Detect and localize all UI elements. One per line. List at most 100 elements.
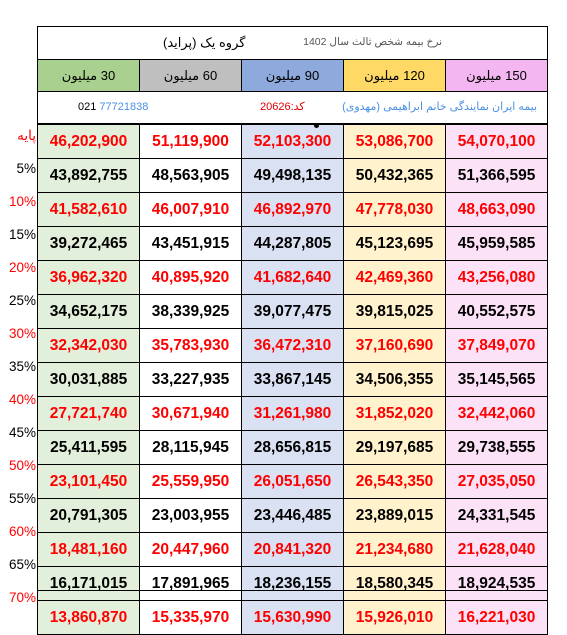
table-row: 30,031,885 33,227,935 33,867,145 34,506,355…: [37, 362, 549, 397]
table-cell: 43,451,915: [139, 226, 242, 261]
table-cell: 47,778,030: [343, 192, 446, 227]
table-row: 27,721,740 30,671,940 31,261,980 31,852,020…: [37, 396, 549, 431]
table-cell: 43,256,080: [444, 260, 549, 295]
table-cell: 54,070,100: [444, 123, 549, 159]
table-cell: 18,481,160: [37, 532, 140, 567]
table-cell: 28,115,945: [139, 430, 242, 465]
table-cell: 32,442,060: [444, 396, 549, 431]
table-cell: 18,924,535: [444, 566, 549, 601]
row-label: 30%: [8, 326, 36, 341]
table-cell: 38,339,925: [139, 294, 242, 329]
table-cell: 36,962,320: [37, 260, 140, 295]
table-cell: 24,331,545: [444, 498, 549, 533]
row-label: 25%: [8, 293, 36, 308]
table-cell: 23,889,015: [343, 498, 446, 533]
table-cell: 40,552,575: [444, 294, 549, 329]
table-cell: 16,221,030: [444, 600, 549, 635]
table-cell: 32,342,030: [37, 328, 140, 363]
bullet-mark: [314, 123, 319, 128]
table-cell: 13,860,870: [37, 600, 140, 635]
table-cell: 52,103,300: [241, 123, 344, 159]
row-label: 70%: [8, 590, 36, 605]
table-cell: 34,506,355: [343, 362, 446, 397]
table-cell: 26,543,350: [343, 464, 446, 499]
table-cell: 36,472,310: [241, 328, 344, 363]
row-label: 20%: [8, 260, 36, 275]
table-cell: 53,086,700: [343, 123, 446, 159]
table-cell: 28,656,815: [241, 430, 344, 465]
column-header-60: 60 میلیون: [139, 59, 242, 92]
rate-sheet: گروه یک (پراید) نرخ بیمه شخص ثالث سال 14…: [8, 26, 549, 635]
table-cell: 18,236,155: [241, 566, 344, 601]
row-label: 60%: [8, 524, 36, 539]
rate-note: نرخ بیمه شخص ثالث سال 1402: [303, 36, 443, 48]
table-cell: 26,051,650: [241, 464, 344, 499]
table-cell: 27,721,740: [37, 396, 140, 431]
row-label: 40%: [8, 392, 36, 407]
row-label: 35%: [8, 359, 36, 374]
table-cell: 23,003,955: [139, 498, 242, 533]
table-cell: 33,227,935: [139, 362, 242, 397]
table-cell: 35,783,930: [139, 328, 242, 363]
rate-rows: 46,202,900 51,119,900 52,103,300 53,086,700…: [37, 123, 549, 635]
table-cell: 41,682,640: [241, 260, 344, 295]
table-row: 39,272,465 43,451,915 44,287,805 45,123,695…: [37, 226, 549, 261]
row-label: 10%: [8, 194, 36, 209]
table-cell: 29,197,685: [343, 430, 446, 465]
title-cell: گروه یک (پراید) نرخ بیمه شخص ثالث سال 14…: [36, 26, 549, 60]
table-cell: 27,035,050: [444, 464, 549, 499]
table-row: 25,411,595 28,115,945 28,656,815 29,197,685…: [37, 430, 549, 465]
bottom-border: [37, 590, 547, 591]
rate-table: گروه یک (پراید) نرخ بیمه شخص ثالث سال 14…: [36, 26, 549, 635]
table-cell: 45,959,585: [444, 226, 549, 261]
table-cell: 48,663,090: [444, 192, 549, 227]
table-row: 20,791,305 23,003,955 23,446,485 23,889,015…: [37, 498, 549, 533]
table-cell: 46,007,910: [139, 192, 242, 227]
row-label: 55%: [8, 491, 36, 506]
table-cell: 35,145,565: [444, 362, 549, 397]
row-label: 5%: [16, 161, 36, 176]
phone-number: 021 77721838: [78, 101, 148, 113]
table-cell: 23,446,485: [241, 498, 344, 533]
table-cell: 49,498,135: [241, 158, 344, 193]
table-cell: 15,630,990: [241, 600, 344, 635]
row-label: 15%: [8, 227, 36, 242]
table-cell: 15,335,970: [139, 600, 242, 635]
agent-info-cell: 021 77721838 کد:20626 بیمه ایران نمایندگ…: [36, 91, 549, 125]
table-cell: 40,895,920: [139, 260, 242, 295]
agent-name: بیمه ایران نمایندگی خانم ابراهیمی (مهدوی…: [342, 101, 538, 113]
table-cell: 15,926,010: [343, 600, 446, 635]
table-row: 13,860,870 15,335,970 15,630,990 15,926,010…: [37, 600, 549, 635]
table-row: 46,202,900 51,119,900 52,103,300 53,086,700…: [37, 123, 549, 159]
table-cell: 31,852,020: [343, 396, 446, 431]
table-cell: 16,171,015: [37, 566, 140, 601]
table-cell: 21,234,680: [343, 532, 446, 567]
column-header-30: 30 میلیون: [37, 59, 140, 92]
table-cell: 17,891,965: [139, 566, 242, 601]
table-cell: 51,366,595: [444, 158, 549, 193]
table-cell: 37,160,690: [343, 328, 446, 363]
table-row: 43,892,755 48,563,905 49,498,135 50,432,365…: [37, 158, 549, 193]
table-cell: 42,469,360: [343, 260, 446, 295]
table-row: 41,582,610 46,007,910 46,892,970 47,778,030…: [37, 192, 549, 227]
table-row: 34,652,175 38,339,925 39,077,475 39,815,025…: [37, 294, 549, 329]
phone-area-code: 021: [78, 101, 97, 113]
table-row: 36,962,320 40,895,920 41,682,640 42,469,360…: [37, 260, 549, 295]
table-cell: 31,261,980: [241, 396, 344, 431]
table-cell: 23,101,450: [37, 464, 140, 499]
table-row: 23,101,450 25,559,950 26,051,650 26,543,350…: [37, 464, 549, 499]
table-cell: 30,031,885: [37, 362, 140, 397]
table-cell: 20,841,320: [241, 532, 344, 567]
table-cell: 39,815,025: [343, 294, 446, 329]
table-cell: 43,892,755: [37, 158, 140, 193]
row-label: 45%: [8, 425, 36, 440]
table-cell: 21,628,040: [444, 532, 549, 567]
phone-digits: 77721838: [99, 101, 149, 113]
table-cell: 30,671,940: [139, 396, 242, 431]
table-cell: 39,272,465: [37, 226, 140, 261]
table-cell: 48,563,905: [139, 158, 242, 193]
agent-code: کد:20626: [260, 101, 305, 113]
table-cell: 41,582,610: [37, 192, 140, 227]
column-header-120: 120 میلیون: [343, 59, 446, 92]
table-row: 32,342,030 35,783,930 36,472,310 37,160,690…: [37, 328, 549, 363]
